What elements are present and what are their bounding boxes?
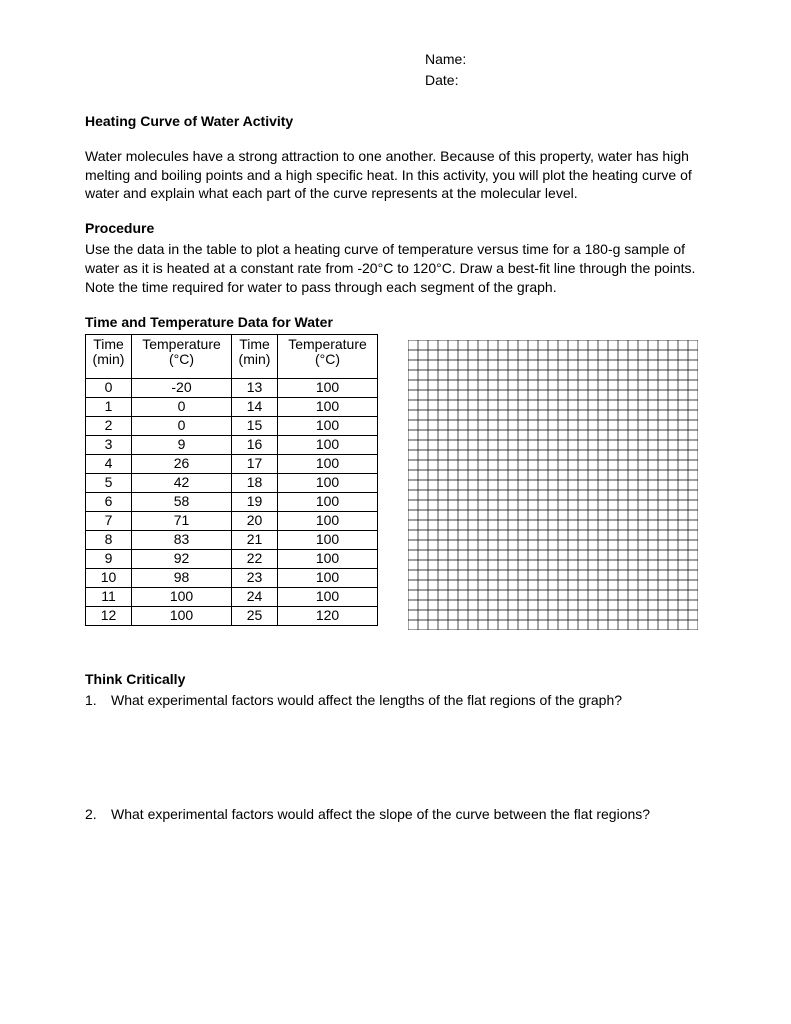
table-cell: 9: [132, 435, 232, 454]
table-cell: 16: [232, 435, 278, 454]
table-cell: 120: [278, 606, 378, 625]
question-text: What experimental factors would affect t…: [111, 805, 716, 824]
table-cell: 100: [278, 549, 378, 568]
question-text: What experimental factors would affect t…: [111, 691, 716, 710]
question: 2.What experimental factors would affect…: [85, 805, 716, 824]
table-row: 109823100: [86, 568, 378, 587]
table-cell: 100: [278, 492, 378, 511]
table-cell: 9: [86, 549, 132, 568]
question-number: 1.: [85, 691, 111, 710]
table-cell: 100: [278, 511, 378, 530]
question-number: 2.: [85, 805, 111, 824]
col-header-temp-2: Temperature(°C): [278, 334, 378, 378]
table-cell: 98: [132, 568, 232, 587]
table-row: 0-2013100: [86, 378, 378, 397]
col-header-temp-1: Temperature(°C): [132, 334, 232, 378]
col-header-time-1: Time(min): [86, 334, 132, 378]
page-title: Heating Curve of Water Activity: [85, 112, 716, 131]
table-cell: 17: [232, 454, 278, 473]
table-row: 42617100: [86, 454, 378, 473]
table-cell: 0: [132, 397, 232, 416]
think-critically-section: Think Critically 1.What experimental fac…: [85, 670, 716, 824]
table-cell: 83: [132, 530, 232, 549]
table-row: 1110024100: [86, 587, 378, 606]
table-cell: 11: [86, 587, 132, 606]
table-cell: 100: [278, 435, 378, 454]
table-cell: 58: [132, 492, 232, 511]
think-heading: Think Critically: [85, 670, 716, 689]
table-cell: 71: [132, 511, 232, 530]
table-cell: 0: [86, 378, 132, 397]
question: 1.What experimental factors would affect…: [85, 691, 716, 710]
table-cell: 100: [132, 587, 232, 606]
table-cell: 0: [132, 416, 232, 435]
table-row: 99222100: [86, 549, 378, 568]
table-cell: 100: [132, 606, 232, 625]
table-cell: 15: [232, 416, 278, 435]
table-cell: 24: [232, 587, 278, 606]
table-cell: 8: [86, 530, 132, 549]
table-cell: 22: [232, 549, 278, 568]
table-cell: 42: [132, 473, 232, 492]
table-row: 2015100: [86, 416, 378, 435]
table-cell: 20: [232, 511, 278, 530]
table-cell: 1: [86, 397, 132, 416]
table-cell: 3: [86, 435, 132, 454]
table-row: 65819100: [86, 492, 378, 511]
table-cell: 18: [232, 473, 278, 492]
table-cell: 100: [278, 473, 378, 492]
table-row: 77120100: [86, 511, 378, 530]
table-cell: 92: [132, 549, 232, 568]
table-cell: 5: [86, 473, 132, 492]
table-row: 54218100: [86, 473, 378, 492]
table-cell: 100: [278, 378, 378, 397]
data-table: Time(min) Temperature(°C) Time(min) Temp…: [85, 334, 378, 626]
table-cell: 19: [232, 492, 278, 511]
table-row: 3916100: [86, 435, 378, 454]
table-cell: 100: [278, 530, 378, 549]
table-row: 1210025120: [86, 606, 378, 625]
table-cell: 26: [132, 454, 232, 473]
table-cell: 100: [278, 587, 378, 606]
table-cell: 23: [232, 568, 278, 587]
table-cell: 4: [86, 454, 132, 473]
date-label: Date:: [425, 71, 716, 90]
procedure-heading: Procedure: [85, 219, 716, 238]
table-cell: 14: [232, 397, 278, 416]
table-cell: 25: [232, 606, 278, 625]
table-cell: 13: [232, 378, 278, 397]
table-title: Time and Temperature Data for Water: [85, 313, 716, 332]
table-cell: 10: [86, 568, 132, 587]
table-cell: 100: [278, 454, 378, 473]
content-row: Time(min) Temperature(°C) Time(min) Temp…: [85, 334, 716, 630]
intro-paragraph: Water molecules have a strong attraction…: [85, 147, 716, 204]
graph-grid-wrapper: [408, 334, 698, 630]
table-row: 88321100: [86, 530, 378, 549]
procedure-text: Use the data in the table to plot a heat…: [85, 240, 716, 297]
table-cell: 100: [278, 397, 378, 416]
table-cell: 100: [278, 568, 378, 587]
table-cell: 2: [86, 416, 132, 435]
table-cell: 21: [232, 530, 278, 549]
table-cell: -20: [132, 378, 232, 397]
graph-grid: [408, 340, 698, 630]
header-fields: Name: Date:: [425, 50, 716, 90]
col-header-time-2: Time(min): [232, 334, 278, 378]
table-cell: 100: [278, 416, 378, 435]
table-cell: 7: [86, 511, 132, 530]
name-label: Name:: [425, 50, 716, 69]
table-cell: 6: [86, 492, 132, 511]
table-row: 1014100: [86, 397, 378, 416]
table-cell: 12: [86, 606, 132, 625]
